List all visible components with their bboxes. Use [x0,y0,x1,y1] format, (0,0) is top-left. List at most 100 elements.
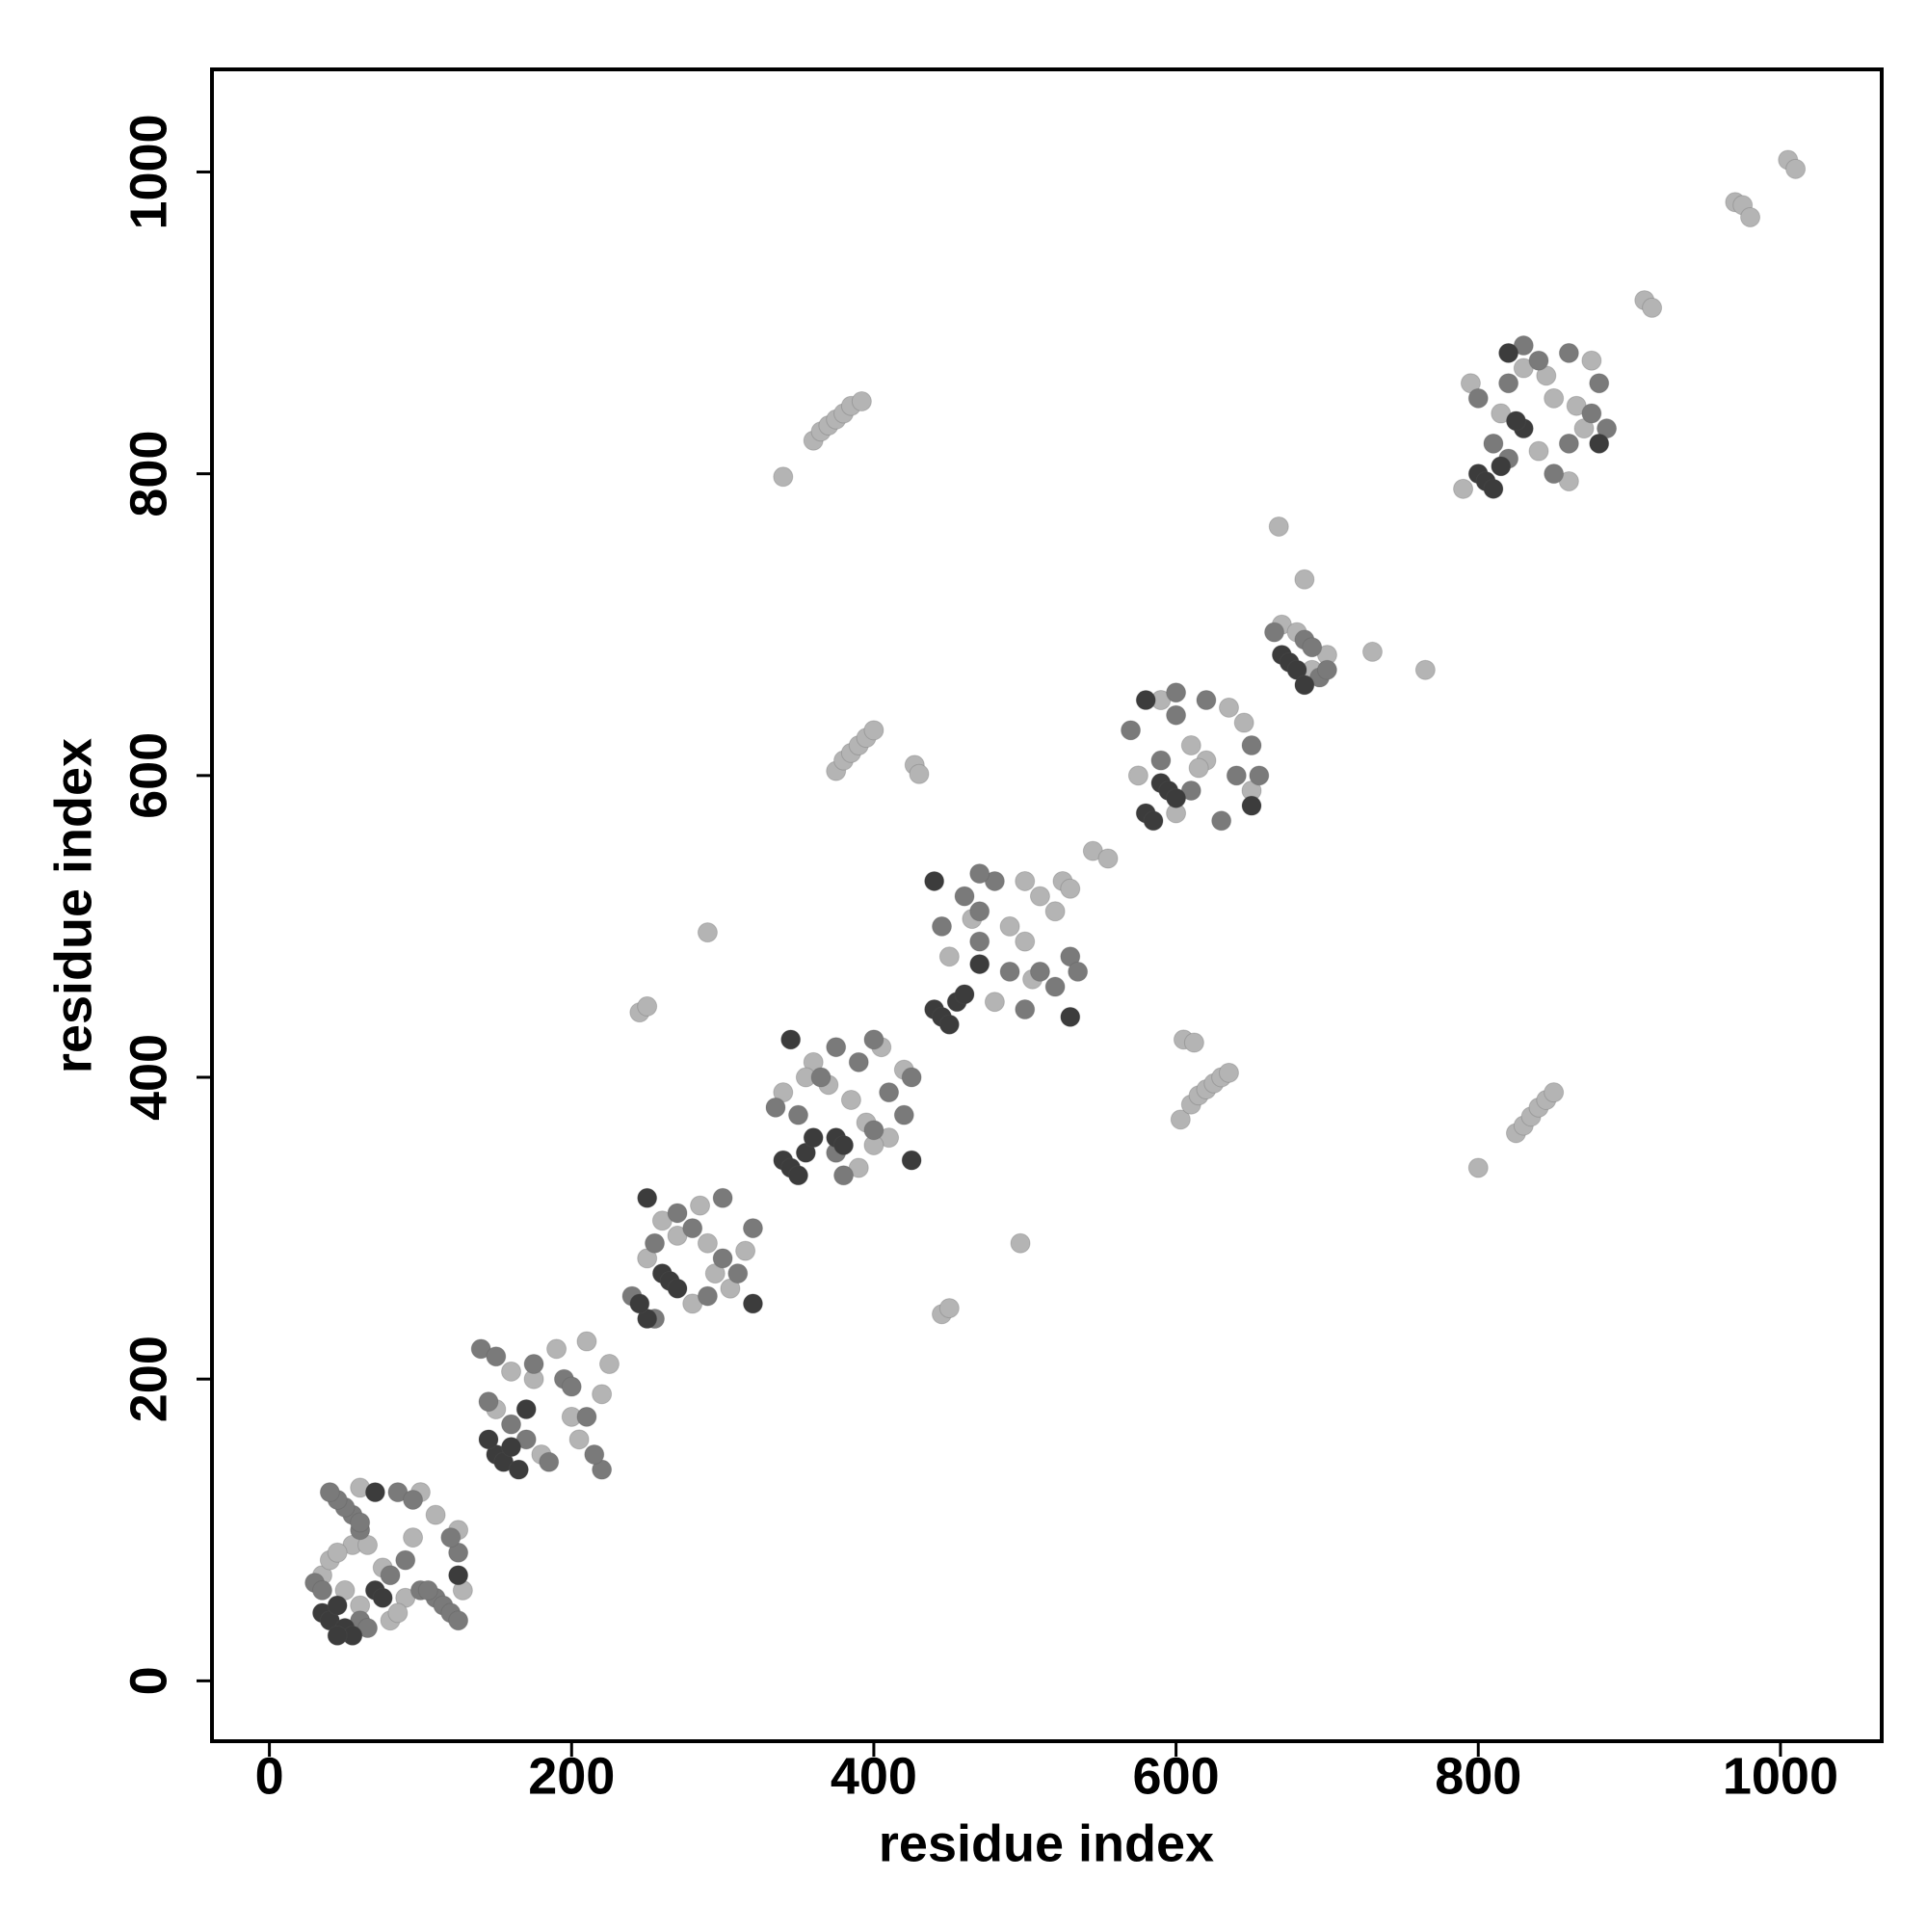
point [954,984,975,1005]
point [826,1037,847,1058]
point [1060,878,1081,899]
point [1581,403,1602,424]
point [395,1549,416,1571]
y-tick-label: 400 [119,1034,177,1121]
point [1097,848,1119,869]
point [486,1346,507,1367]
point [938,946,960,967]
x-tick-label: 600 [1133,1747,1220,1805]
point [712,1187,733,1208]
x-tick-label: 1000 [1723,1747,1838,1805]
point [417,1579,438,1601]
x-axis-label: residue index [879,1814,1214,1872]
point [879,1082,900,1103]
point [1121,720,1142,741]
point [1180,735,1201,756]
point [584,1443,605,1465]
point [773,466,794,488]
point [1505,410,1526,432]
point [954,886,975,907]
point [999,961,1020,982]
point [1060,1006,1081,1027]
point [833,1134,855,1155]
point [1211,810,1232,832]
point [893,1104,914,1125]
point [1166,682,1187,703]
point [863,1029,884,1050]
point [742,1218,763,1239]
point [1143,810,1164,832]
point [568,1429,590,1450]
point [697,922,718,943]
y-axis-label: residue index [44,738,102,1073]
point [938,1298,960,1319]
point [1498,342,1519,363]
point [546,1338,568,1360]
point [1558,433,1579,454]
point [1294,569,1315,590]
point [1581,350,1602,371]
point [901,1067,922,1088]
point [645,1232,666,1254]
point [1453,478,1474,499]
point [1642,297,1663,318]
point [380,1565,401,1586]
point [1544,1082,1565,1103]
point [576,1406,597,1427]
point [1740,206,1761,227]
point [1010,1232,1031,1254]
point [803,1127,824,1149]
point [1150,750,1172,771]
point [1483,433,1504,454]
y-tick-label: 600 [119,732,177,819]
point [403,1527,424,1548]
point [735,1240,756,1261]
y-tick-label: 1000 [119,114,177,229]
point [848,1051,869,1072]
plot-frame [210,67,1884,1743]
point [788,1104,809,1125]
point-series [304,335,1618,1639]
point [327,1625,348,1646]
point [667,1203,688,1224]
point [984,992,1005,1013]
point [1015,870,1036,891]
point [1044,901,1066,922]
point [969,901,990,922]
point [697,1232,718,1254]
point [1188,757,1209,779]
y-tick-label: 800 [119,431,177,517]
x-tick-label: 200 [528,1747,615,1805]
y-tick-label: 200 [119,1336,177,1422]
point [1044,976,1066,997]
x-tick-label: 800 [1435,1747,1521,1805]
point [1589,433,1610,454]
point [637,995,658,1017]
point [561,1376,582,1397]
point [1491,456,1512,477]
point [387,1602,409,1624]
point [448,1565,469,1586]
point [1544,387,1565,409]
point [682,1218,703,1239]
point [1785,158,1807,179]
point [629,1293,650,1314]
point [1135,690,1156,711]
point [515,1399,537,1420]
point [1170,1109,1191,1130]
point [1249,765,1270,786]
point [350,1512,371,1533]
point [1483,478,1504,499]
point [969,863,990,885]
point [1218,697,1239,718]
point [1268,516,1289,537]
point [742,1293,763,1314]
point [932,915,953,937]
point [1361,641,1383,662]
point [727,1263,749,1284]
point [1015,931,1036,952]
point [425,1504,446,1525]
point [1166,704,1187,726]
point [1241,795,1262,816]
point [576,1331,597,1352]
